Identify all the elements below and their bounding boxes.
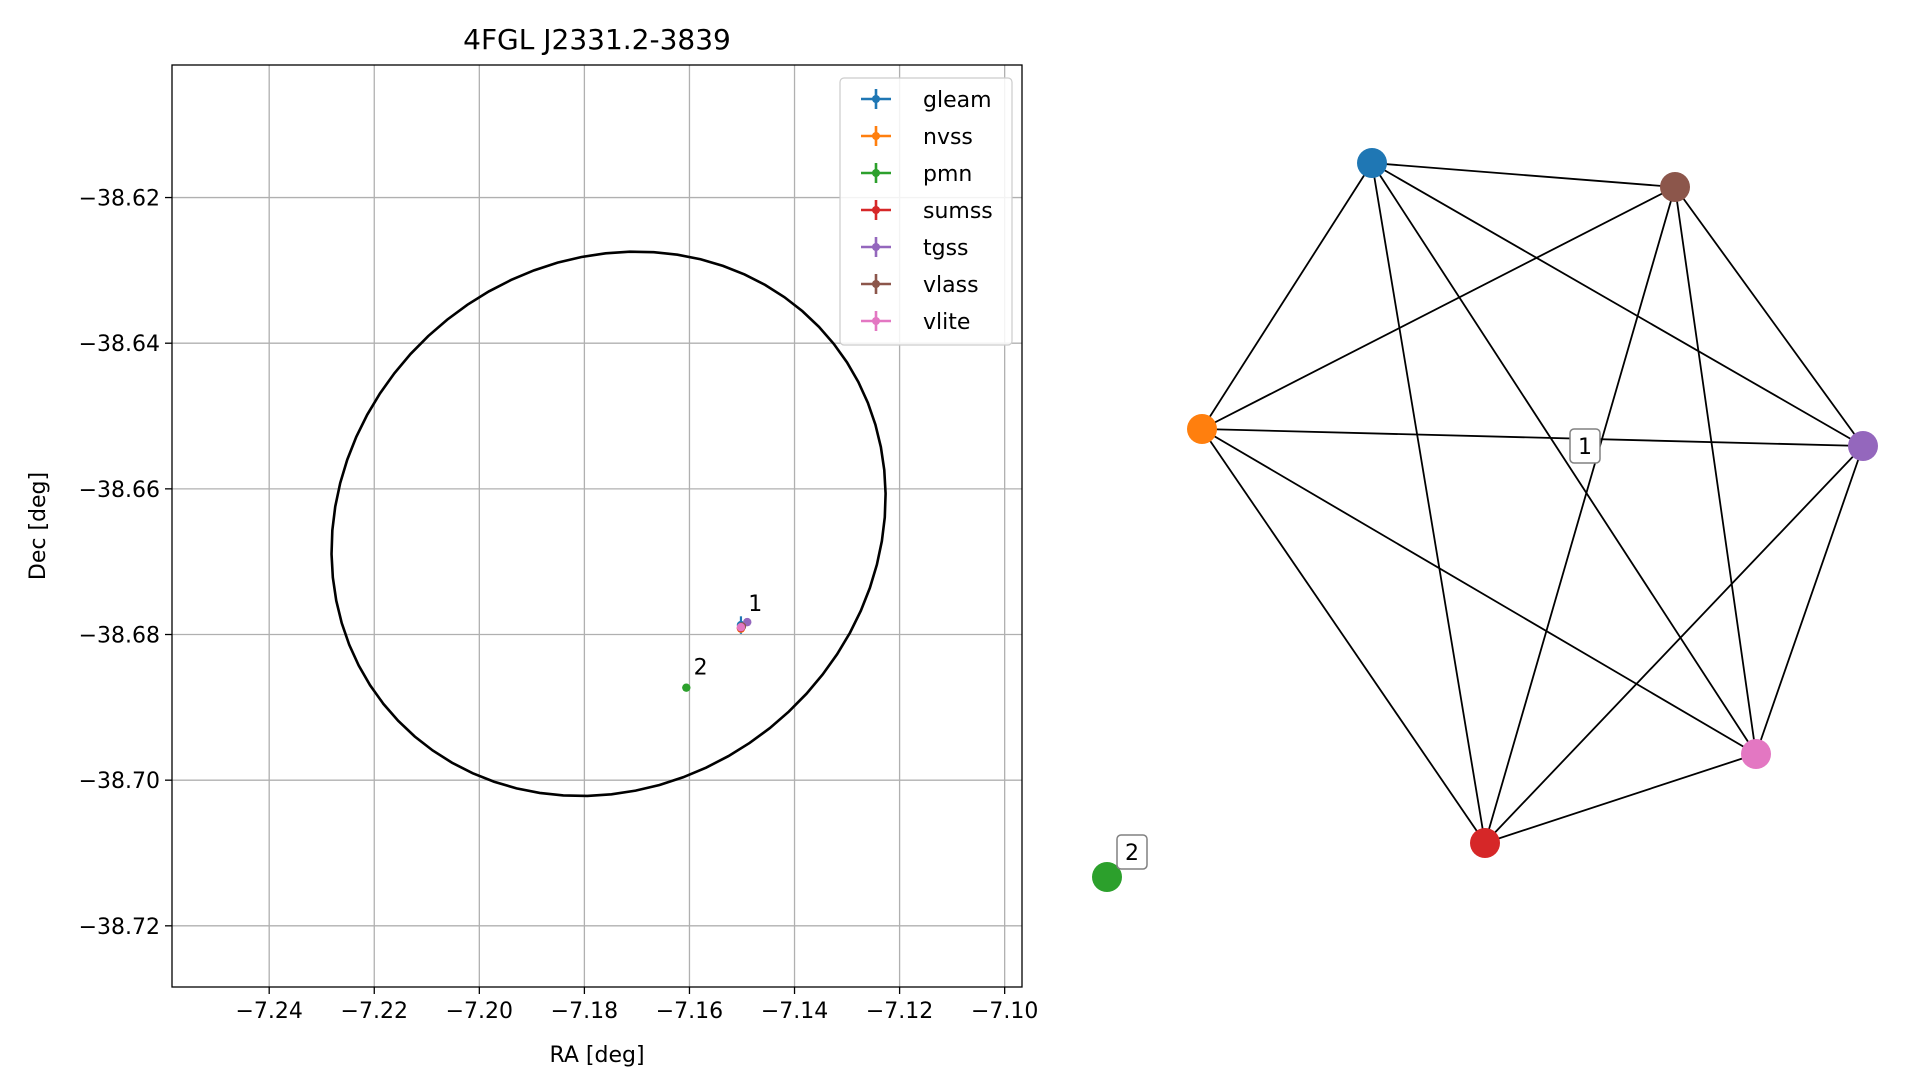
edge-gleam-tgss <box>1371 162 1864 447</box>
y-tick-label: −38.66 <box>79 478 160 503</box>
ellipse-layer <box>330 250 887 798</box>
network-nodes <box>1092 148 1878 892</box>
x-tick-label: −7.12 <box>866 999 933 1024</box>
annotations-layer: 12 <box>694 592 763 680</box>
edge-vlass-nvss <box>1201 186 1676 430</box>
node-vlite <box>1741 739 1771 769</box>
network-edges <box>1201 162 1864 844</box>
legend-frame <box>839 77 1013 346</box>
node-vlass <box>1660 172 1690 202</box>
edge-nvss-vlite <box>1201 428 1757 755</box>
legend-swatch-marker <box>872 169 880 177</box>
legend-swatch-marker <box>872 132 880 140</box>
edge-vlass-tgss <box>1674 186 1864 447</box>
legend-entry-sumss: sumss <box>861 199 993 224</box>
node-pmn <box>1092 862 1122 892</box>
legend-entry-nvss: nvss <box>861 125 973 150</box>
node-nvss <box>1187 414 1217 444</box>
legend-entry-vlite: vlite <box>861 310 970 335</box>
edge-vlass-sumss <box>1484 186 1676 844</box>
y-tick-label: −38.68 <box>79 624 160 649</box>
group-label-box <box>1116 834 1148 870</box>
edge-vlite-sumss <box>1484 753 1757 844</box>
x-tick-label: −7.18 <box>551 999 618 1024</box>
legend-label: vlass <box>923 273 979 298</box>
legend-entries: gleam nvss pmn sumss tgss vlass vlite <box>861 88 993 335</box>
network-group-labels: 12 <box>1116 428 1601 870</box>
legend: gleam nvss pmn sumss tgss vlass vlite <box>839 77 1013 346</box>
edge-gleam-vlass <box>1371 162 1676 188</box>
edge-tgss-sumss <box>1484 445 1864 844</box>
legend-swatch-marker <box>872 243 880 251</box>
legend-label: nvss <box>923 125 973 150</box>
group-label-text: 1 <box>1578 435 1592 460</box>
points-layer <box>682 616 752 692</box>
node-tgss <box>1848 431 1878 461</box>
scatter-panel: 4FGL J2331.2-3839 12 −7.24 −7.22 −7.20 −7.1… <box>26 23 1038 1068</box>
x-tick-label: −7.10 <box>971 999 1038 1024</box>
legend-swatch-marker <box>872 95 880 103</box>
legend-swatch-marker <box>872 280 880 288</box>
x-tick-label: −7.20 <box>446 999 513 1024</box>
network-panel: 12 <box>1092 148 1878 892</box>
y-tick-label: −38.64 <box>79 332 160 357</box>
y-tick-label: −38.62 <box>79 187 160 212</box>
chart-title: 4FGL J2331.2-3839 <box>463 23 731 56</box>
edge-tgss-vlite <box>1755 445 1864 755</box>
x-axis-ticks: −7.24 −7.22 −7.20 −7.18 −7.16 −7.14 −7.12 −7.10 <box>235 987 1038 1024</box>
x-tick-label: −7.16 <box>656 999 723 1024</box>
edge-gleam-vlite <box>1371 162 1757 755</box>
y-tick-label: −38.72 <box>79 915 160 940</box>
group-label-box <box>1569 428 1601 464</box>
grid-lines <box>172 65 1022 987</box>
group-label-1: 1 <box>1569 428 1601 464</box>
legend-entry-vlass: vlass <box>861 273 979 298</box>
legend-entry-gleam: gleam <box>861 88 992 113</box>
y-tick-label: −38.70 <box>79 769 160 794</box>
marker-pmn <box>682 683 691 692</box>
legend-label: vlite <box>923 310 970 335</box>
x-axis-label: RA [deg] <box>549 1043 644 1068</box>
legend-entry-pmn: pmn <box>861 162 972 187</box>
edge-gleam-nvss <box>1201 162 1373 430</box>
marker-vlite <box>736 623 746 632</box>
x-tick-label: −7.22 <box>341 999 408 1024</box>
localization-ellipse <box>330 250 887 798</box>
edge-gleam-sumss <box>1371 162 1486 844</box>
point-pmn <box>682 683 691 692</box>
point-vlite <box>736 623 746 632</box>
node-sumss <box>1470 828 1500 858</box>
legend-label: tgss <box>923 236 969 261</box>
edge-nvss-sumss <box>1201 428 1486 844</box>
point-annotation: 1 <box>748 592 762 617</box>
point-annotation: 2 <box>694 656 708 681</box>
x-tick-label: −7.14 <box>761 999 828 1024</box>
node-gleam <box>1357 148 1387 178</box>
group-label-text: 2 <box>1125 841 1139 866</box>
x-tick-label: −7.24 <box>235 999 302 1024</box>
legend-swatch-marker <box>872 206 880 214</box>
legend-entry-tgss: tgss <box>861 236 969 261</box>
group-label-2: 2 <box>1116 834 1148 870</box>
edge-vlass-vlite <box>1674 186 1757 755</box>
edge-nvss-tgss <box>1201 428 1864 447</box>
legend-label: sumss <box>923 199 993 224</box>
legend-swatch-marker <box>872 317 880 325</box>
y-axis-label: Dec [deg] <box>26 472 51 580</box>
legend-label: pmn <box>923 162 972 187</box>
y-axis-ticks: −38.62 −38.64 −38.66 −38.68 −38.70 −38.72 <box>79 187 172 940</box>
legend-label: gleam <box>923 88 992 113</box>
plot-frame <box>171 64 1023 988</box>
